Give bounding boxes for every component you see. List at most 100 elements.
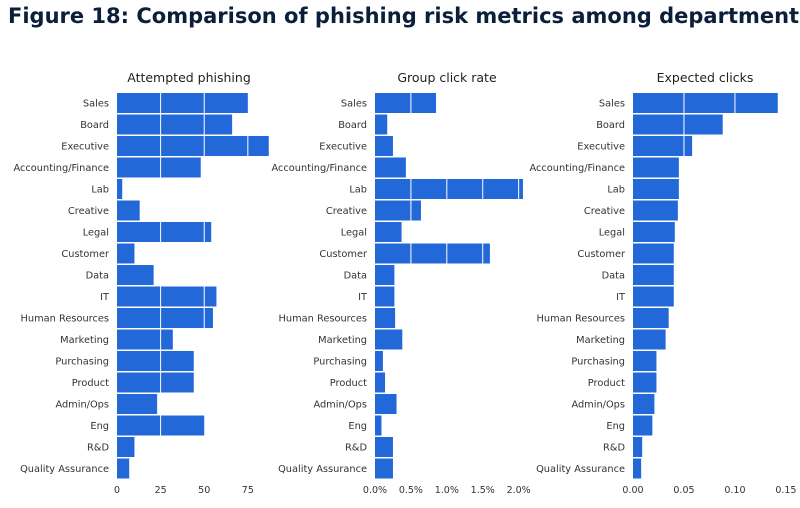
bar-data: [117, 265, 154, 285]
bar-human-resources: [633, 308, 669, 328]
category-label: Human Resources: [21, 314, 109, 325]
x-tick-label: 1.5%: [471, 485, 495, 496]
bar-it: [117, 286, 217, 307]
category-label: Admin/Ops: [313, 400, 367, 411]
bar-human-resources: [117, 308, 213, 328]
x-tick-label: 0.15: [775, 485, 796, 496]
bar-creative: [375, 200, 421, 221]
category-label: Accounting/Finance: [272, 163, 368, 174]
x-tick-label: 0.05: [673, 485, 694, 496]
category-label: Legal: [341, 228, 367, 239]
bar-admin-ops: [117, 394, 158, 414]
category-label: Executive: [577, 142, 625, 153]
bar-accounting-finance: [633, 157, 679, 178]
bar-admin-ops: [375, 394, 397, 414]
x-tick-label: 0.00: [622, 485, 643, 496]
category-label: Customer: [61, 249, 110, 260]
bar-it: [375, 286, 395, 307]
bar-accounting-finance: [375, 157, 406, 178]
category-label: R&D: [603, 443, 625, 454]
category-label: Purchasing: [571, 357, 625, 368]
category-label: Quality Assurance: [20, 464, 109, 475]
category-label: IT: [358, 292, 368, 303]
bar-data: [633, 265, 674, 285]
panel-title: Expected clicks: [657, 70, 754, 85]
category-label: Creative: [584, 206, 625, 217]
category-label: Purchasing: [55, 357, 109, 368]
category-label: R&D: [345, 443, 367, 454]
category-label: Board: [338, 120, 367, 131]
bar-purchasing: [375, 351, 383, 371]
category-label: Sales: [83, 99, 109, 110]
chart-panel-group-click-rate: Group click rate Sales Board Executive Accou…: [272, 70, 531, 496]
category-label: Accounting/Finance: [530, 163, 626, 174]
category-label: Admin/Ops: [571, 400, 625, 411]
category-label: Quality Assurance: [278, 464, 367, 475]
category-label: Eng: [606, 421, 625, 432]
bar-lab: [633, 179, 679, 199]
bar-legal: [117, 222, 212, 242]
x-tick-label: 0.10: [724, 485, 745, 496]
bar-eng: [375, 415, 382, 436]
category-label: Accounting/Finance: [14, 163, 110, 174]
category-label: Creative: [326, 206, 367, 217]
category-label: Customer: [577, 249, 626, 260]
bar-accounting-finance: [117, 157, 201, 178]
bar-it: [633, 286, 674, 307]
category-label: Marketing: [318, 335, 367, 346]
bar-purchasing: [117, 351, 194, 371]
x-tick-label: 1.0%: [435, 485, 459, 496]
x-tick-label: 2.0%: [507, 485, 531, 496]
bar-r-d: [117, 437, 135, 457]
category-label: Purchasing: [313, 357, 367, 368]
bar-admin-ops: [633, 394, 655, 414]
bar-executive: [375, 136, 393, 156]
category-label: Executive: [61, 142, 109, 153]
bar-sales: [375, 93, 437, 113]
category-label: Legal: [83, 228, 109, 239]
bar-marketing: [117, 329, 173, 350]
bar-sales: [633, 93, 778, 113]
bar-eng: [633, 415, 653, 436]
bar-board: [633, 114, 723, 135]
x-tick-label: 0.5%: [399, 485, 423, 496]
category-label: Eng: [348, 421, 367, 432]
category-label: R&D: [87, 443, 109, 454]
bar-marketing: [375, 329, 403, 350]
bar-legal: [633, 222, 675, 242]
x-tick-label: 0: [114, 485, 120, 496]
bar-executive: [633, 136, 693, 156]
bar-product: [375, 372, 386, 393]
bar-purchasing: [633, 351, 657, 371]
bar-product: [117, 372, 194, 393]
bar-customer: [117, 243, 135, 264]
bar-creative: [117, 200, 140, 221]
bar-board: [117, 114, 233, 135]
category-label: Sales: [599, 99, 625, 110]
chart-panel-expected-clicks: Expected clicks Sales Board Executive Accoun…: [530, 70, 797, 496]
bar-human-resources: [375, 308, 396, 328]
bar-executive: [117, 136, 269, 156]
panel-title: Attempted phishing: [127, 70, 251, 85]
bar-lab: [375, 179, 523, 199]
bar-product: [633, 372, 657, 393]
category-label: Lab: [607, 185, 625, 196]
chart-panel-attempted-phishing: Attempted phishing Sales Board Executive Acc…: [14, 70, 269, 496]
category-label: Admin/Ops: [55, 400, 109, 411]
category-label: Legal: [599, 228, 625, 239]
bar-quality-assurance: [117, 458, 130, 479]
panel-title: Group click rate: [397, 70, 497, 85]
category-label: Data: [602, 271, 625, 282]
category-label: Marketing: [60, 335, 109, 346]
x-tick-label: 0.0%: [363, 485, 387, 496]
category-label: IT: [616, 292, 626, 303]
category-label: Lab: [91, 185, 109, 196]
bar-r-d: [633, 437, 643, 457]
x-tick-label: 25: [155, 485, 167, 496]
x-tick-label: 75: [242, 485, 254, 496]
category-label: Executive: [319, 142, 367, 153]
category-label: Data: [86, 271, 109, 282]
bar-creative: [633, 200, 678, 221]
category-label: Product: [72, 378, 109, 389]
